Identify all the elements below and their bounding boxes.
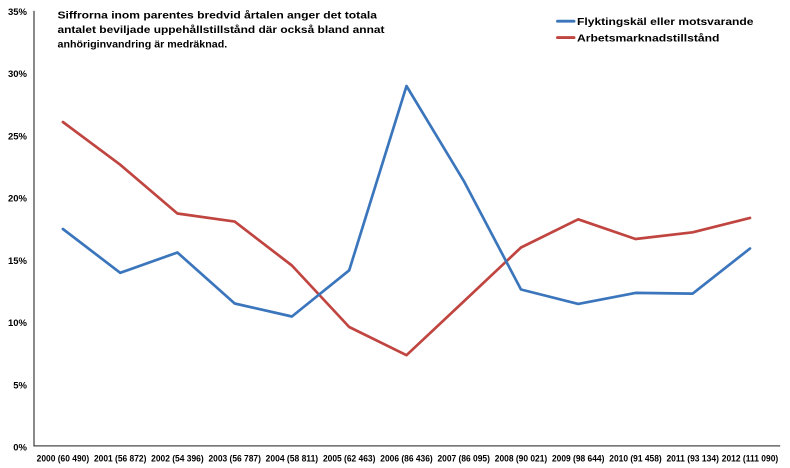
svg-text:2011 (93 134): 2011 (93 134) (666, 452, 719, 463)
svg-text:2010 (91 458): 2010 (91 458) (609, 452, 662, 463)
svg-text:2008 (90 021): 2008 (90 021) (495, 452, 548, 463)
svg-text:2004 (58 811): 2004 (58 811) (266, 452, 319, 463)
svg-text:10%: 10% (8, 318, 28, 329)
svg-text:2007 (86 095): 2007 (86 095) (437, 452, 490, 463)
svg-text:2012 (111 090): 2012 (111 090) (722, 452, 779, 463)
svg-text:2003 (56 787): 2003 (56 787) (208, 452, 261, 463)
svg-text:25%: 25% (8, 131, 28, 142)
svg-text:anhöriginvandring är medräknad: anhöriginvandring är medräknad. (58, 39, 228, 50)
svg-text:5%: 5% (13, 380, 27, 391)
svg-text:antalet beviljade uppehållstil: antalet beviljade uppehållstillstånd där… (58, 24, 386, 36)
svg-text:20%: 20% (8, 194, 28, 205)
svg-text:2009 (98 644): 2009 (98 644) (552, 452, 605, 463)
svg-text:2006 (86 436): 2006 (86 436) (380, 452, 433, 463)
svg-text:0%: 0% (13, 443, 27, 454)
svg-text:2000 (60 490): 2000 (60 490) (37, 452, 90, 463)
svg-text:2002 (54 396): 2002 (54 396) (151, 452, 204, 463)
svg-text:Arbetsmarknadstillstånd: Arbetsmarknadstillstånd (577, 32, 720, 44)
svg-text:2001 (56 872): 2001 (56 872) (94, 452, 147, 463)
svg-text:2005 (62 463): 2005 (62 463) (323, 452, 376, 463)
svg-text:30%: 30% (8, 69, 28, 80)
svg-text:Flyktingskäl eller motsvarande: Flyktingskäl eller motsvarande (577, 17, 754, 28)
svg-text:15%: 15% (8, 256, 28, 267)
svg-text:35%: 35% (8, 7, 28, 18)
svg-text:Siffrorna inom parentes bredvi: Siffrorna inom parentes bredvid årtalen … (58, 10, 378, 22)
